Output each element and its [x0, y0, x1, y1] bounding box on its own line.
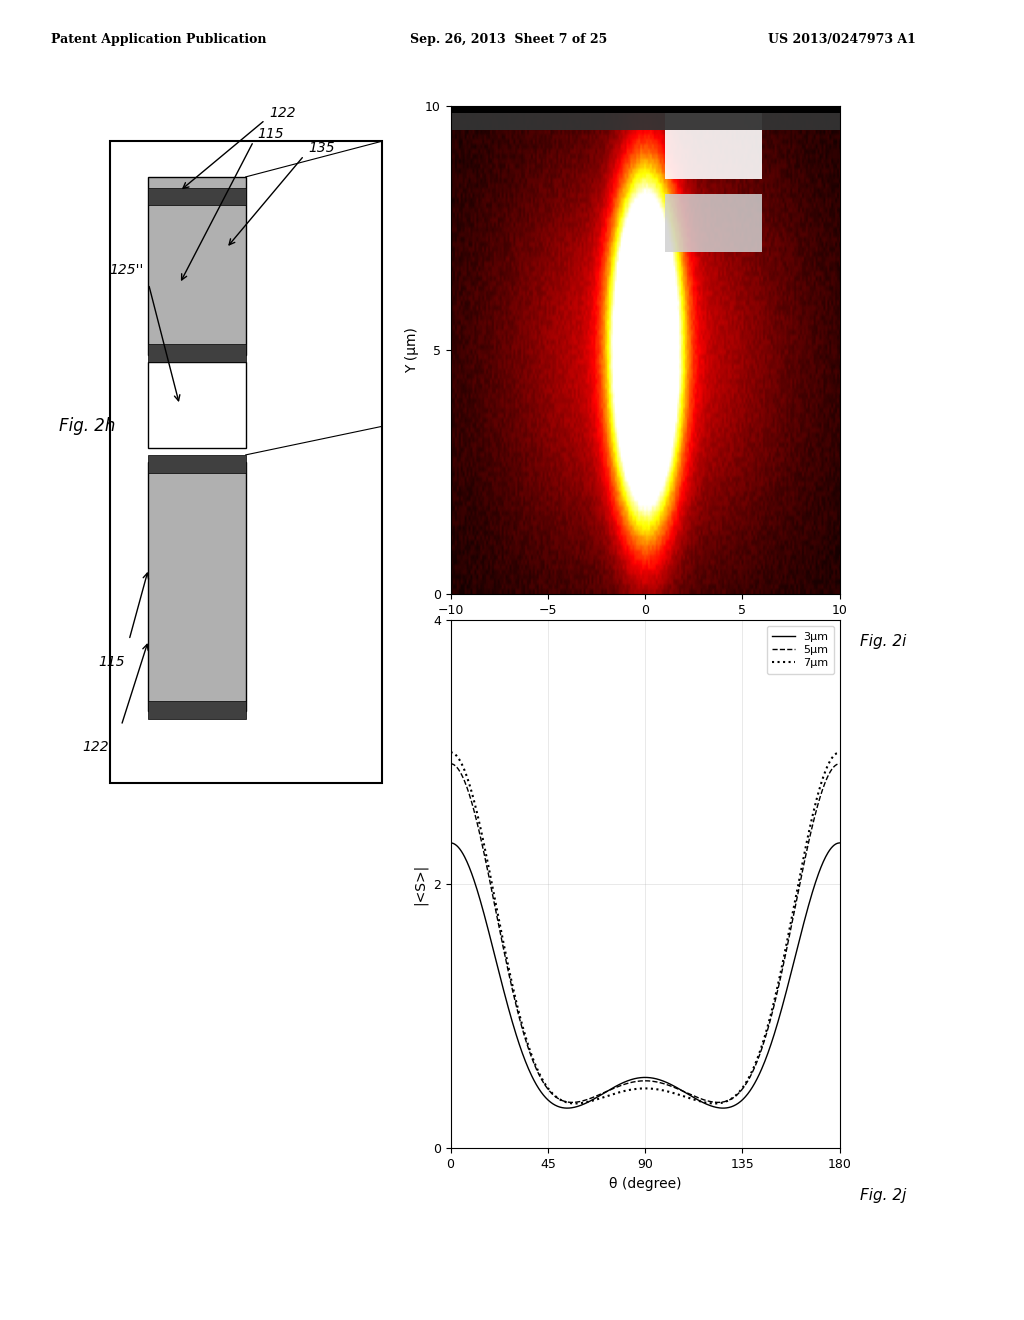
5μm	[655, 1076, 668, 1092]
Line: 7μm: 7μm	[451, 752, 840, 1104]
Line: 3μm: 3μm	[451, 843, 840, 1107]
7μm	[630, 1081, 642, 1097]
5μm	[444, 756, 457, 772]
Text: 125'': 125''	[110, 263, 144, 277]
Bar	[148, 701, 246, 718]
Bar	[148, 187, 246, 206]
Text: Sep. 26, 2013  Sheet 7 of 25: Sep. 26, 2013 Sheet 7 of 25	[410, 33, 607, 46]
7μm	[633, 1081, 645, 1097]
5μm	[630, 1073, 642, 1089]
3μm	[764, 1039, 776, 1055]
3μm	[655, 1073, 668, 1089]
Text: Patent Application Publication: Patent Application Publication	[51, 33, 266, 46]
7μm	[677, 1088, 689, 1104]
5μm	[825, 763, 838, 779]
Text: 122: 122	[269, 106, 296, 120]
7μm	[655, 1082, 668, 1098]
3μm	[834, 836, 846, 851]
5μm	[566, 1094, 579, 1110]
7μm	[444, 744, 457, 760]
Text: 115: 115	[257, 127, 284, 141]
3μm	[633, 1071, 645, 1086]
5μm	[633, 1073, 645, 1089]
3μm	[561, 1100, 573, 1115]
Text: Fig. 2j: Fig. 2j	[860, 1188, 906, 1203]
Bar	[665, 106, 762, 178]
3μm	[677, 1084, 689, 1100]
Text: 135: 135	[308, 141, 335, 156]
7μm	[825, 751, 838, 767]
7μm	[569, 1096, 582, 1111]
7μm	[834, 744, 846, 760]
5μm	[834, 756, 846, 772]
Text: 122: 122	[82, 741, 109, 754]
Bar	[451, 106, 840, 131]
X-axis label: X (μm): X (μm)	[622, 622, 669, 636]
3μm	[444, 836, 457, 851]
Legend: 3μm, 5μm, 7μm: 3μm, 5μm, 7μm	[767, 626, 835, 673]
Bar	[148, 345, 246, 362]
7μm	[764, 1008, 776, 1024]
Text: Fig. 2i: Fig. 2i	[860, 634, 906, 648]
Bar	[148, 362, 246, 447]
3μm	[825, 841, 838, 857]
Bar	[148, 455, 246, 473]
Bar	[148, 177, 246, 355]
Bar	[451, 106, 840, 114]
5μm	[677, 1084, 689, 1100]
Text: Fig. 2h: Fig. 2h	[59, 417, 116, 436]
Y-axis label: Y (μm): Y (μm)	[406, 327, 420, 372]
X-axis label: θ (degree): θ (degree)	[609, 1176, 681, 1191]
3μm	[630, 1071, 642, 1086]
Line: 5μm: 5μm	[451, 764, 840, 1102]
FancyBboxPatch shape	[110, 141, 382, 783]
Text: 115: 115	[98, 655, 125, 669]
Text: US 2013/0247973 A1: US 2013/0247973 A1	[768, 33, 915, 46]
Bar	[148, 462, 246, 711]
Y-axis label: |<S>|: |<S>|	[413, 863, 427, 906]
5μm	[764, 1012, 776, 1028]
Bar	[665, 194, 762, 252]
